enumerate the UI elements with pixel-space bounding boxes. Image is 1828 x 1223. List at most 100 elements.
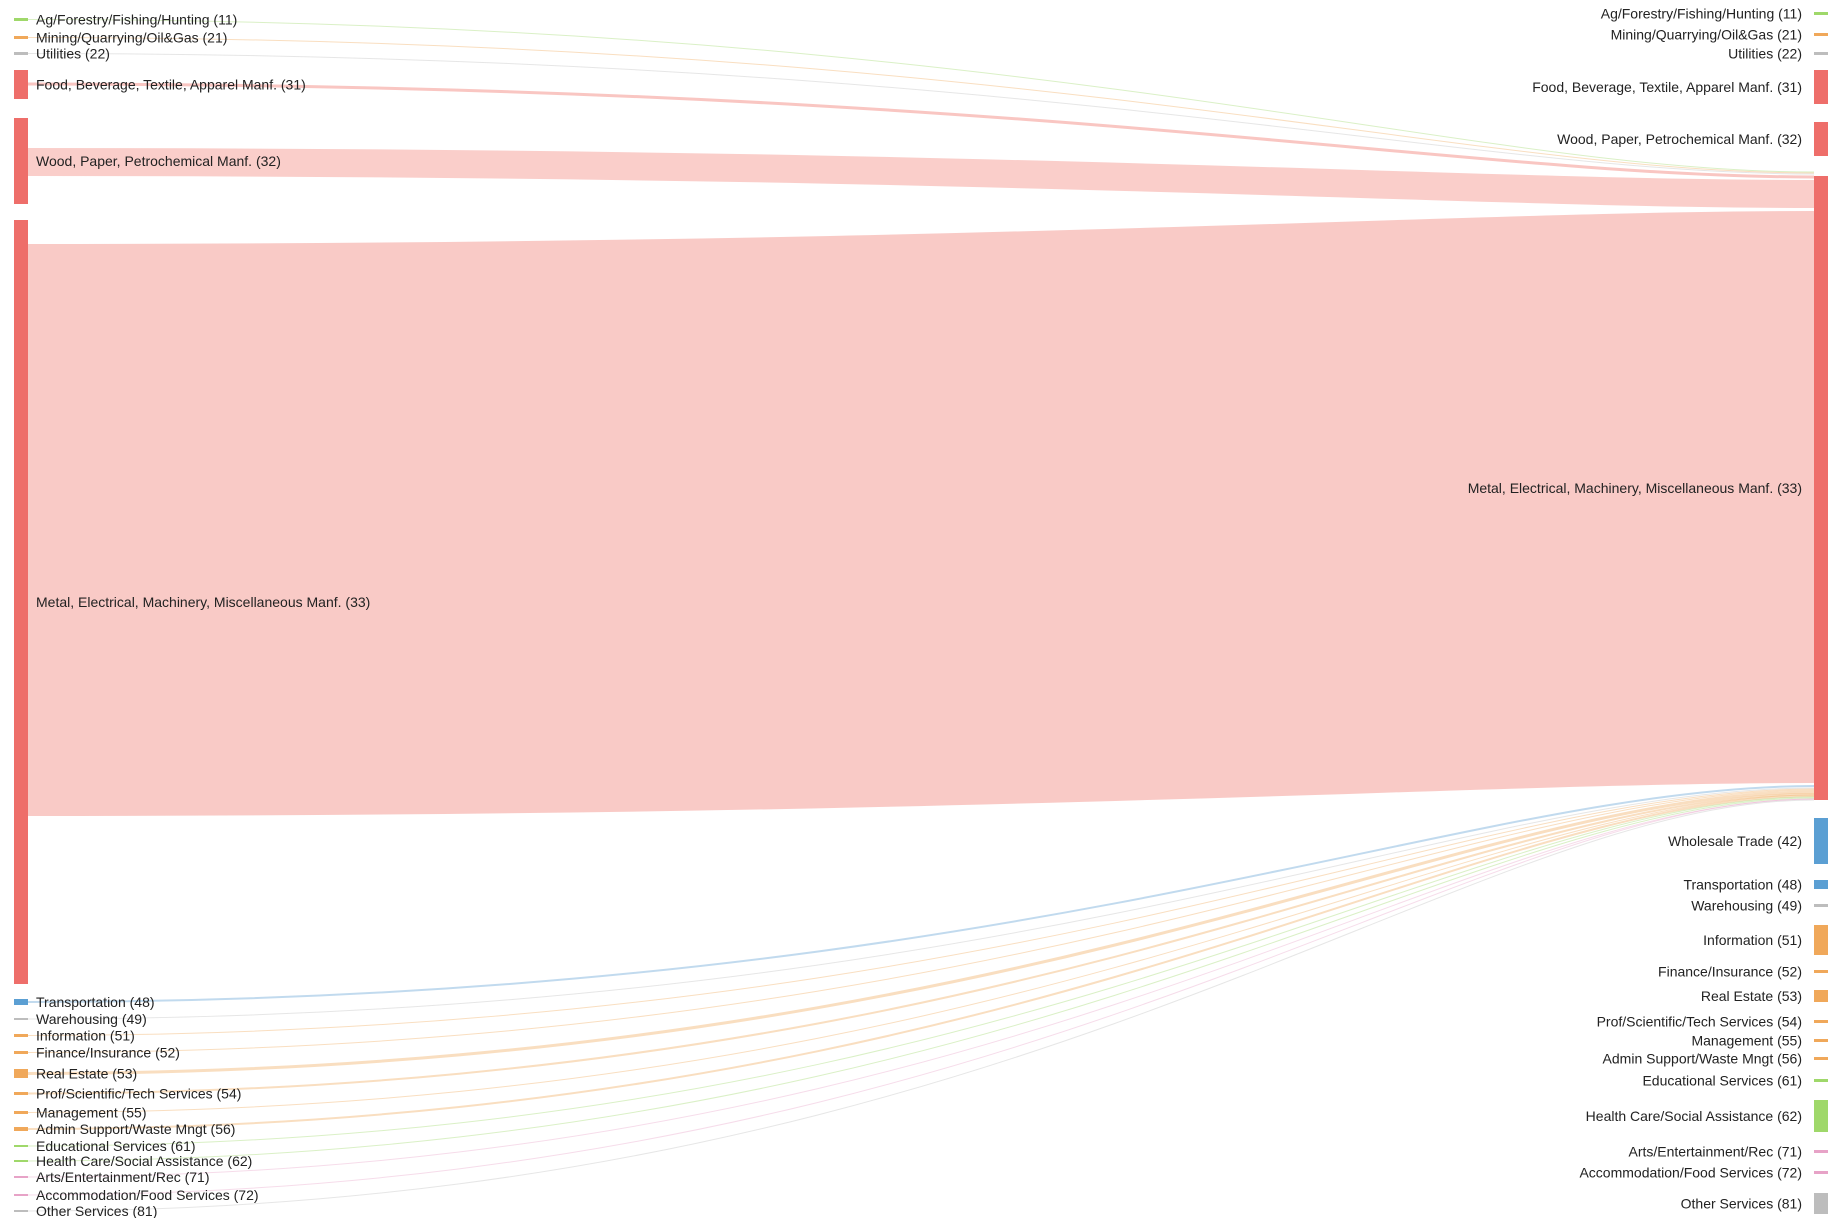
right-node-label-R54: Prof/Scientific/Tech Services (54) bbox=[1597, 1014, 1802, 1030]
nodes-layer bbox=[14, 12, 1828, 1214]
left-node-label-L11: Ag/Forestry/Fishing/Hunting (11) bbox=[36, 12, 237, 28]
link-L61-to-R33 bbox=[27, 796, 1815, 1147]
left-node-label-L72: Accommodation/Food Services (72) bbox=[36, 1187, 259, 1203]
left-node-L56 bbox=[14, 1127, 28, 1131]
right-node-label-R22: Utilities (22) bbox=[1728, 46, 1802, 62]
right-node-label-R21: Mining/Quarrying/Oil&Gas (21) bbox=[1611, 27, 1802, 43]
right-node-R56 bbox=[1814, 1057, 1828, 1060]
right-node-label-R48: Transportation (48) bbox=[1683, 877, 1802, 893]
right-node-label-R31: Food, Beverage, Textile, Apparel Manf. (… bbox=[1532, 79, 1802, 95]
right-node-R55 bbox=[1814, 1039, 1828, 1042]
left-node-L32 bbox=[14, 118, 28, 204]
left-node-label-L31: Food, Beverage, Textile, Apparel Manf. (… bbox=[36, 77, 306, 93]
left-node-label-L33: Metal, Electrical, Machinery, Miscellane… bbox=[36, 594, 370, 610]
right-node-R53 bbox=[1814, 990, 1828, 1002]
right-node-R71 bbox=[1814, 1150, 1828, 1153]
right-node-R21 bbox=[1814, 33, 1828, 36]
left-node-label-L71: Arts/Entertainment/Rec (71) bbox=[36, 1169, 210, 1185]
right-node-label-R32: Wood, Paper, Petrochemical Manf. (32) bbox=[1557, 131, 1802, 147]
left-node-L49 bbox=[14, 1018, 28, 1020]
right-node-R81 bbox=[1814, 1193, 1828, 1214]
left-node-label-L55: Management (55) bbox=[36, 1105, 147, 1121]
left-node-L81 bbox=[14, 1210, 28, 1212]
left-node-label-L48: Transportation (48) bbox=[36, 994, 155, 1010]
right-node-label-R51: Information (51) bbox=[1703, 932, 1802, 948]
right-node-label-R53: Real Estate (53) bbox=[1701, 988, 1802, 1004]
left-node-label-L51: Information (51) bbox=[36, 1028, 135, 1044]
right-node-label-R11: Ag/Forestry/Fishing/Hunting (11) bbox=[1601, 6, 1802, 22]
left-node-L33 bbox=[14, 220, 28, 984]
right-node-label-R42: Wholesale Trade (42) bbox=[1668, 833, 1802, 849]
right-node-label-R55: Management (55) bbox=[1691, 1033, 1802, 1049]
left-node-L62 bbox=[14, 1160, 28, 1162]
left-node-L31 bbox=[14, 70, 28, 99]
left-node-L54 bbox=[14, 1092, 28, 1095]
right-node-R61 bbox=[1814, 1079, 1828, 1082]
link-L32-to-R33 bbox=[27, 148, 1815, 208]
link-L51-to-R33 bbox=[27, 788, 1815, 1036]
link-L48-to-R33 bbox=[27, 785, 1815, 1003]
right-node-R54 bbox=[1814, 1020, 1828, 1023]
left-node-L48 bbox=[14, 999, 28, 1005]
left-node-label-L49: Warehousing (49) bbox=[36, 1011, 147, 1027]
right-node-label-R56: Admin Support/Waste Mngt (56) bbox=[1603, 1051, 1802, 1067]
right-node-label-R52: Finance/Insurance (52) bbox=[1658, 964, 1802, 980]
right-node-label-R72: Accommodation/Food Services (72) bbox=[1579, 1165, 1802, 1181]
right-node-label-R61: Educational Services (61) bbox=[1642, 1073, 1802, 1089]
right-node-R32 bbox=[1814, 122, 1828, 156]
left-node-label-L54: Prof/Scientific/Tech Services (54) bbox=[36, 1086, 241, 1102]
link-L52-to-R33 bbox=[27, 789, 1815, 1053]
link-L56-to-R33 bbox=[27, 795, 1815, 1130]
left-node-L61 bbox=[14, 1145, 28, 1147]
left-node-L52 bbox=[14, 1051, 28, 1054]
left-node-label-L52: Finance/Insurance (52) bbox=[36, 1045, 180, 1061]
right-node-R49 bbox=[1814, 904, 1828, 907]
link-L55-to-R33 bbox=[27, 794, 1815, 1113]
link-L11-to-R33 bbox=[27, 19, 1815, 173]
labels-layer: Ag/Forestry/Fishing/Hunting (11) Mining/Q… bbox=[36, 6, 1802, 1220]
left-node-L55 bbox=[14, 1111, 28, 1114]
right-node-R62 bbox=[1814, 1100, 1828, 1132]
left-node-L11 bbox=[14, 18, 28, 21]
left-node-L72 bbox=[14, 1194, 28, 1196]
link-L21-to-R33 bbox=[27, 37, 1815, 174]
right-node-R11 bbox=[1814, 12, 1828, 15]
left-node-L53 bbox=[14, 1069, 28, 1078]
link-L81-to-R33 bbox=[27, 799, 1815, 1212]
right-node-R48 bbox=[1814, 880, 1828, 889]
left-node-L22 bbox=[14, 52, 28, 55]
link-L31-to-R33 bbox=[27, 82, 1815, 179]
left-node-L51 bbox=[14, 1034, 28, 1037]
right-node-label-R71: Arts/Entertainment/Rec (71) bbox=[1628, 1144, 1802, 1160]
link-L54-to-R33 bbox=[27, 793, 1815, 1095]
right-node-R72 bbox=[1814, 1171, 1828, 1174]
left-node-label-L32: Wood, Paper, Petrochemical Manf. (32) bbox=[36, 153, 281, 169]
link-L49-to-R33 bbox=[27, 787, 1815, 1020]
left-node-label-L22: Utilities (22) bbox=[36, 46, 110, 62]
left-node-label-L21: Mining/Quarrying/Oil&Gas (21) bbox=[36, 30, 227, 46]
left-node-label-L81: Other Services (81) bbox=[36, 1203, 157, 1218]
right-node-label-R81: Other Services (81) bbox=[1681, 1196, 1802, 1212]
links-layer bbox=[27, 19, 1815, 1212]
right-node-R33 bbox=[1814, 176, 1828, 800]
link-L71-to-R33 bbox=[27, 798, 1815, 1178]
right-node-R42 bbox=[1814, 818, 1828, 864]
link-L53-to-R33 bbox=[27, 790, 1815, 1075]
left-node-label-L62: Health Care/Social Assistance (62) bbox=[36, 1153, 252, 1169]
left-node-label-L61: Educational Services (61) bbox=[36, 1138, 196, 1154]
link-L22-to-R33 bbox=[27, 53, 1815, 175]
left-node-label-L53: Real Estate (53) bbox=[36, 1066, 137, 1082]
left-node-label-L56: Admin Support/Waste Mngt (56) bbox=[36, 1121, 235, 1137]
link-L33-to-R33 bbox=[27, 211, 1815, 816]
right-node-R52 bbox=[1814, 970, 1828, 973]
right-node-label-R33: Metal, Electrical, Machinery, Miscellane… bbox=[1468, 480, 1802, 496]
right-node-label-R62: Health Care/Social Assistance (62) bbox=[1586, 1108, 1802, 1124]
right-node-R51 bbox=[1814, 925, 1828, 955]
left-node-L71 bbox=[14, 1176, 28, 1178]
link-L62-to-R33 bbox=[27, 797, 1815, 1162]
right-node-label-R49: Warehousing (49) bbox=[1691, 898, 1802, 914]
right-node-R31 bbox=[1814, 70, 1828, 104]
right-node-R22 bbox=[1814, 52, 1828, 55]
